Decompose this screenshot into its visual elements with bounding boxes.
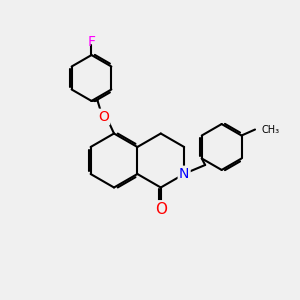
Text: N: N xyxy=(179,167,189,181)
Text: O: O xyxy=(98,110,109,124)
Text: F: F xyxy=(88,34,95,49)
Text: O: O xyxy=(155,202,167,217)
Text: CH₃: CH₃ xyxy=(261,124,279,134)
